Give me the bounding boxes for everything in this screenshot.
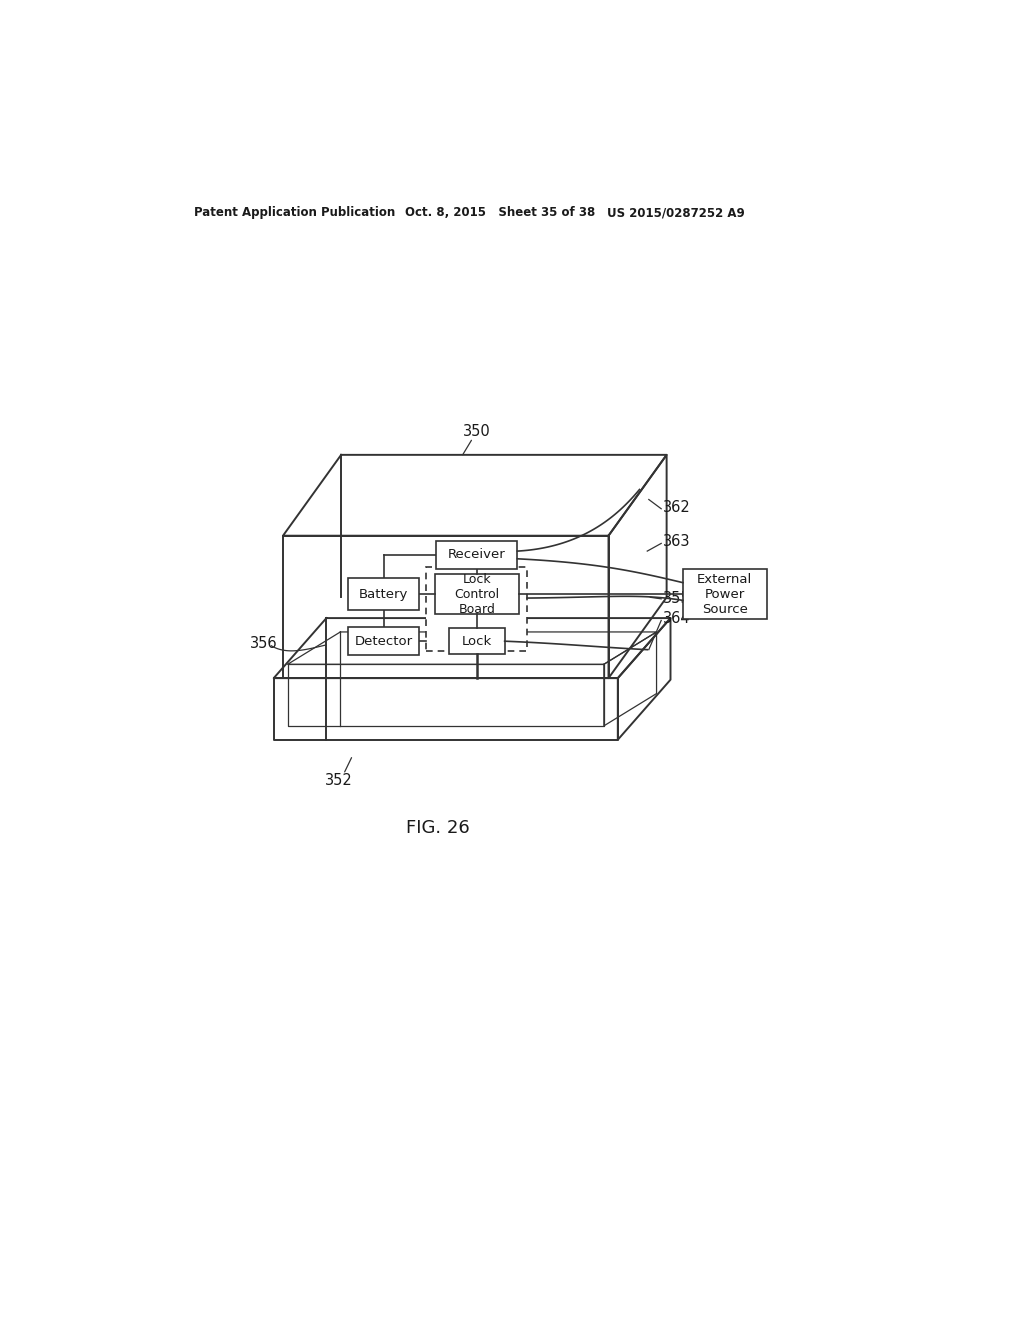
Text: 356: 356 <box>250 636 278 651</box>
Text: Lock
Control
Board: Lock Control Board <box>455 573 500 615</box>
Bar <box>436 541 517 569</box>
Text: 350: 350 <box>463 424 490 440</box>
Bar <box>348 578 420 610</box>
Text: 364: 364 <box>663 611 690 627</box>
Text: 355: 355 <box>663 591 690 606</box>
Text: Battery: Battery <box>359 587 409 601</box>
Text: Detector: Detector <box>354 635 413 648</box>
Bar <box>449 628 505 655</box>
Bar <box>426 566 527 651</box>
Text: Patent Application Publication: Patent Application Publication <box>194 206 395 219</box>
Text: 362: 362 <box>663 500 690 515</box>
Text: 363: 363 <box>663 535 690 549</box>
Bar <box>348 627 420 655</box>
Text: US 2015/0287252 A9: US 2015/0287252 A9 <box>607 206 744 219</box>
Bar <box>683 569 767 619</box>
Text: 352: 352 <box>325 774 352 788</box>
Text: Oct. 8, 2015   Sheet 35 of 38: Oct. 8, 2015 Sheet 35 of 38 <box>406 206 596 219</box>
Text: Receiver: Receiver <box>447 548 506 561</box>
Text: External
Power
Source: External Power Source <box>697 573 753 615</box>
Text: Lock: Lock <box>462 635 492 648</box>
Text: FIG. 26: FIG. 26 <box>407 820 470 837</box>
Bar <box>435 574 518 614</box>
